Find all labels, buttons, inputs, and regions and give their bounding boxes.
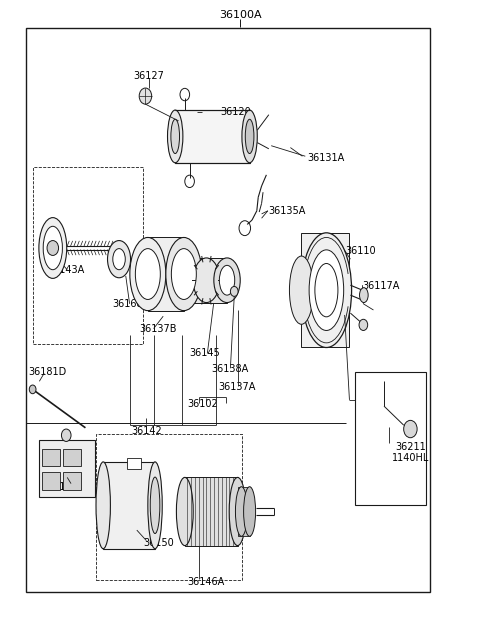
Text: 36127: 36127 — [133, 71, 164, 81]
Ellipse shape — [108, 241, 131, 278]
Bar — [42, 449, 60, 466]
Ellipse shape — [113, 249, 125, 270]
Text: 36137A: 36137A — [218, 383, 256, 392]
Ellipse shape — [219, 265, 235, 295]
Ellipse shape — [150, 477, 160, 533]
Bar — [238, 487, 250, 536]
Bar — [127, 458, 141, 469]
Ellipse shape — [171, 249, 196, 299]
Bar — [63, 449, 81, 466]
Bar — [42, 472, 60, 490]
Bar — [301, 232, 349, 347]
Text: 36150: 36150 — [143, 538, 174, 547]
Text: 36146A: 36146A — [188, 577, 225, 587]
Ellipse shape — [148, 462, 162, 549]
Ellipse shape — [242, 110, 257, 162]
Text: 36135A: 36135A — [269, 206, 306, 216]
Ellipse shape — [135, 249, 160, 299]
Bar — [96, 434, 242, 580]
Ellipse shape — [177, 477, 193, 546]
Circle shape — [404, 420, 417, 438]
Circle shape — [359, 319, 368, 330]
Ellipse shape — [43, 226, 62, 270]
Bar — [39, 440, 95, 497]
Circle shape — [47, 241, 59, 255]
Text: 36110: 36110 — [346, 246, 376, 256]
Text: 36211
1140HL: 36211 1140HL — [392, 442, 429, 463]
Bar — [26, 28, 430, 592]
Text: 36168B: 36168B — [113, 299, 150, 309]
Bar — [175, 110, 250, 162]
Ellipse shape — [193, 258, 219, 303]
Bar — [185, 477, 238, 546]
Ellipse shape — [130, 237, 166, 311]
Circle shape — [139, 88, 152, 104]
Text: 36120: 36120 — [220, 107, 251, 117]
Circle shape — [61, 429, 71, 441]
Text: 36143A: 36143A — [47, 265, 84, 275]
Ellipse shape — [229, 477, 246, 546]
Ellipse shape — [360, 288, 368, 303]
Text: 36117A: 36117A — [362, 281, 400, 291]
Ellipse shape — [171, 119, 180, 154]
Ellipse shape — [309, 250, 344, 330]
Circle shape — [230, 286, 238, 296]
Text: 36138A: 36138A — [211, 364, 249, 374]
Ellipse shape — [96, 462, 110, 549]
Bar — [148, 237, 184, 311]
Ellipse shape — [301, 232, 351, 347]
Bar — [63, 472, 81, 490]
Text: 36137B: 36137B — [139, 324, 177, 334]
Ellipse shape — [245, 119, 254, 154]
Ellipse shape — [244, 487, 256, 536]
Ellipse shape — [166, 237, 202, 311]
Text: 36145: 36145 — [190, 348, 220, 358]
Bar — [103, 462, 155, 549]
Text: 36142: 36142 — [131, 426, 162, 436]
Bar — [33, 167, 143, 344]
Bar — [184, 258, 227, 303]
Ellipse shape — [39, 218, 67, 278]
Ellipse shape — [235, 487, 248, 536]
Ellipse shape — [168, 110, 183, 162]
Bar — [355, 372, 426, 505]
Text: 36131A: 36131A — [307, 153, 345, 163]
Ellipse shape — [214, 258, 240, 303]
Circle shape — [29, 385, 36, 394]
Text: 36102: 36102 — [187, 399, 218, 409]
Text: 36170: 36170 — [47, 482, 78, 492]
Text: 36100A: 36100A — [219, 11, 261, 20]
Ellipse shape — [289, 256, 313, 324]
Text: 36181D: 36181D — [29, 367, 67, 377]
